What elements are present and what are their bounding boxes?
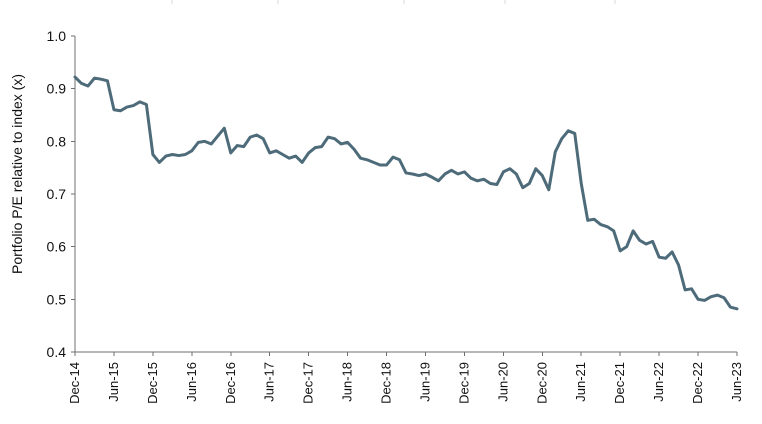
x-tick-label: Dec-16	[223, 362, 238, 404]
x-tick-label: Jun-16	[184, 362, 199, 402]
x-tick-label: Dec-20	[534, 362, 549, 404]
series-line	[73, 75, 739, 311]
y-axis-label: Portfolio P/E relative to index (x)	[9, 74, 25, 274]
x-tick-label: Dec-18	[379, 362, 394, 404]
x-tick-label: Jun-23	[729, 362, 744, 402]
x-axis-ticks: Dec-14 Jun-15 Dec-15 Jun-16 Dec-16 Jun-17 Dec-…	[67, 352, 744, 404]
x-tick-label: Dec-21	[612, 362, 627, 404]
y-tick-label: 0.8	[47, 133, 67, 149]
series-layer	[73, 75, 739, 311]
x-tick-label: Jun-22	[651, 362, 666, 402]
axes	[74, 36, 737, 353]
y-axis-ticks: 1.0 0.9 0.8 0.7 0.6 0.5 0.4	[47, 28, 75, 360]
x-tick-label: Dec-17	[301, 362, 316, 404]
top-edge-ticks	[171, 0, 616, 4]
x-tick-label: Dec-15	[145, 362, 160, 404]
x-tick-label: Jun-15	[106, 362, 121, 402]
x-tick-label: Jun-18	[340, 362, 355, 402]
y-tick-label: 0.9	[47, 81, 67, 97]
x-tick-label: Jun-21	[573, 362, 588, 402]
x-tick-label: Jun-20	[495, 362, 510, 402]
x-tick-label: Dec-22	[690, 362, 705, 404]
axis-labels: Portfolio P/E relative to index (x)	[9, 74, 25, 274]
x-tick-label: Jun-19	[417, 362, 432, 402]
y-tick-label: 0.7	[47, 186, 67, 202]
y-tick-label: 0.5	[47, 291, 67, 307]
x-tick-label: Jun-17	[262, 362, 277, 402]
x-tick-label: Dec-14	[67, 362, 82, 404]
y-tick-label: 0.6	[47, 239, 67, 255]
y-tick-label: 0.4	[47, 344, 67, 360]
x-tick-label: Dec-19	[456, 362, 471, 404]
y-tick-label: 1.0	[47, 28, 67, 44]
